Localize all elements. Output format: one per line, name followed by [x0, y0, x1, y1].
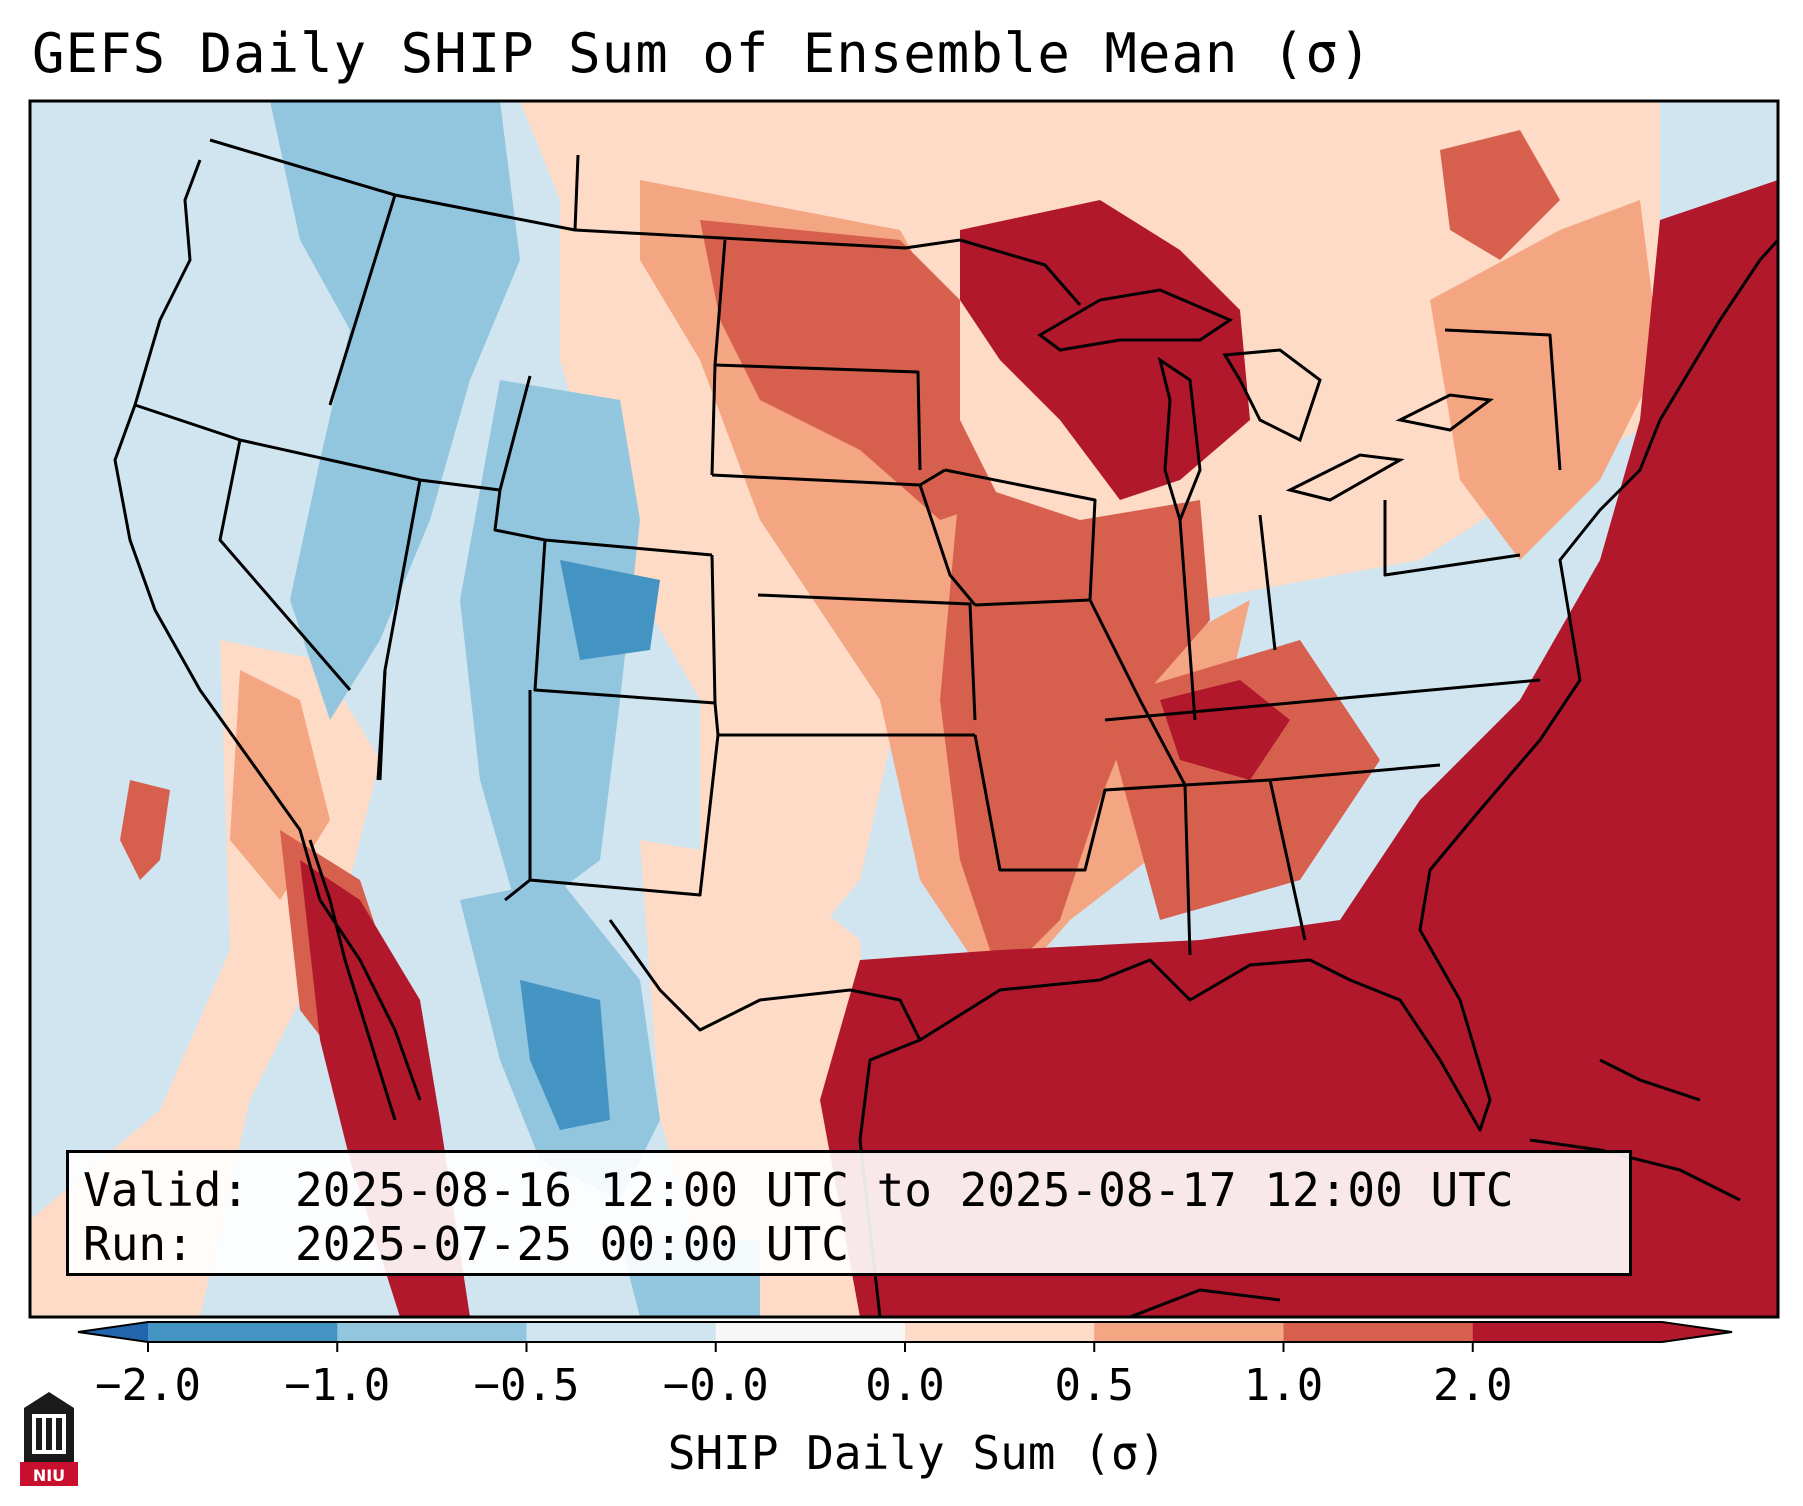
colorbar-tick-label: 2.0 — [1433, 1360, 1513, 1411]
colorbar-tick-label: −0.5 — [473, 1360, 580, 1411]
valid-key: Valid: — [83, 1163, 250, 1217]
coastlines — [113, 159, 1778, 1317]
valid-run-info-box: Valid: 2025-08-16 12:00 UTC to 2025-08-17… — [66, 1150, 1632, 1276]
colorbar-tick-label: 0.0 — [865, 1360, 945, 1411]
logo-text: NIU — [33, 1466, 65, 1485]
field-neg-strong-mexico — [520, 980, 610, 1130]
niu-logo: NIU — [20, 1392, 78, 1486]
run-line: Run: 2025-07-25 00:00 UTC — [83, 1217, 1615, 1271]
field-pos-max-atlantic-gulf — [820, 180, 1778, 1317]
map-field — [30, 101, 1778, 1317]
run-key: Run: — [83, 1217, 194, 1271]
colorbar-tick-label: 1.0 — [1243, 1360, 1324, 1411]
field-pos-strong-ontario — [1440, 130, 1560, 260]
field-pos-max-greatlakes — [960, 200, 1250, 500]
valid-line: Valid: 2025-08-16 12:00 UTC to 2025-08-17… — [83, 1163, 1615, 1217]
colorbar-tick-label: −1.0 — [284, 1360, 391, 1411]
great-lakes — [1037, 288, 1494, 525]
valid-value: 2025-08-16 12:00 UTC to 2025-08-17 12:00… — [295, 1163, 1514, 1217]
field-pos-mid-east — [1430, 200, 1660, 560]
colorbar-label: SHIP Daily Sum (σ) — [667, 1426, 1167, 1480]
state-borders — [134, 138, 1562, 956]
field-neg-mid-rockies — [460, 380, 640, 920]
colorbar-tick-label: 0.5 — [1054, 1360, 1134, 1411]
colorbar-tick-label: −2.0 — [95, 1360, 201, 1411]
field-pos-strong-offshore — [120, 780, 170, 880]
map-frame — [28, 99, 1780, 1319]
field-neg-mid-northwest — [270, 101, 520, 720]
run-value: 2025-07-25 00:00 UTC — [295, 1217, 849, 1271]
colorbar-tick-label: −0.0 — [662, 1360, 769, 1411]
map-title: GEFS Daily SHIP Sum of Ensemble Mean (σ) — [32, 22, 1373, 85]
field-neg-strong-colorado — [560, 560, 660, 660]
